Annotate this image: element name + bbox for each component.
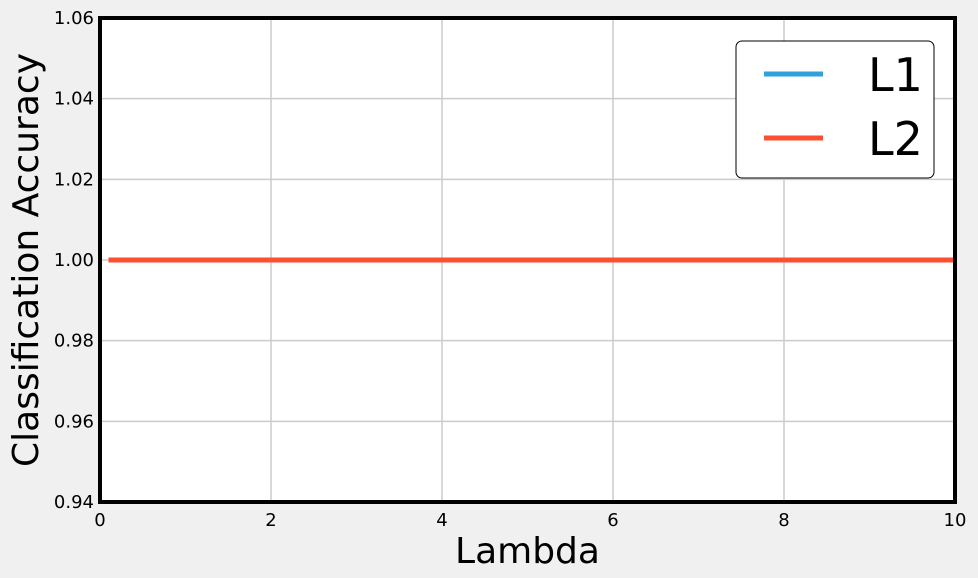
x-tick-label: 6 bbox=[607, 510, 618, 531]
x-tick-label: 4 bbox=[436, 510, 447, 531]
x-tick-label: 10 bbox=[944, 510, 967, 531]
x-tick-labels: 0 2 4 6 8 10 bbox=[94, 510, 966, 531]
y-tick-labels: 0.94 0.96 0.98 1.00 1.02 1.04 1.06 bbox=[54, 8, 94, 513]
x-tick-label: 2 bbox=[265, 510, 276, 531]
x-axis-label: Lambda bbox=[455, 531, 600, 572]
plot-frame bbox=[98, 16, 957, 504]
y-tick-label: 0.96 bbox=[54, 411, 94, 432]
y-tick-label: 1.00 bbox=[54, 250, 94, 271]
legend-label-l1: L1 bbox=[868, 48, 923, 102]
x-tick-label: 0 bbox=[94, 510, 105, 531]
y-tick-label: 1.02 bbox=[54, 169, 94, 190]
y-axis-label: Classification Accuracy bbox=[6, 53, 47, 467]
legend-label-l2: L2 bbox=[868, 112, 923, 166]
y-tick-label: 0.98 bbox=[54, 331, 94, 352]
x-tick-label: 8 bbox=[778, 510, 789, 531]
y-tick-label: 1.04 bbox=[54, 89, 94, 110]
y-tick-label: 1.06 bbox=[54, 8, 94, 29]
y-tick-label: 0.94 bbox=[54, 492, 94, 513]
